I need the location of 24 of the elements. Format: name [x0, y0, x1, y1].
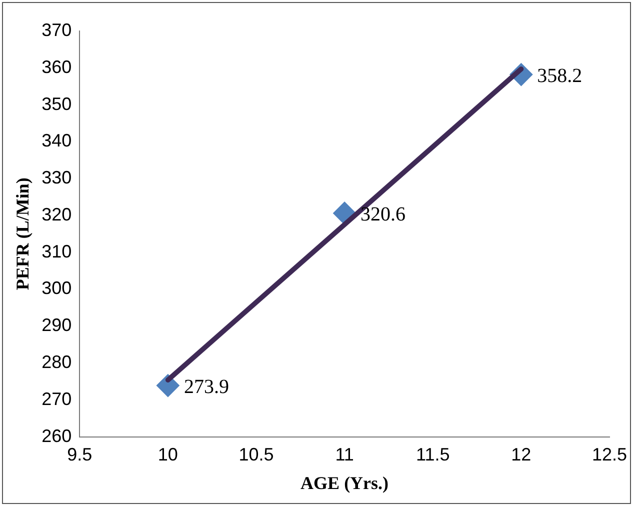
- y-tick-label: 350: [42, 94, 72, 114]
- x-tick-label: 10.5: [238, 444, 274, 465]
- data-label: 320.6: [360, 203, 406, 226]
- y-tick-label: 300: [42, 278, 72, 298]
- x-tick-label: 9.5: [67, 444, 92, 465]
- y-tick-label: 340: [42, 130, 72, 151]
- x-tick-label: 12: [511, 444, 532, 465]
- y-tick-label: 290: [42, 315, 72, 336]
- y-tick-label: 280: [42, 352, 72, 372]
- y-tick-label: 260: [42, 426, 72, 446]
- y-tick-label: 360: [42, 56, 72, 77]
- data-label: 273.9: [184, 376, 229, 398]
- x-tick-label: 11: [335, 444, 354, 465]
- y-tick-label: 370: [42, 20, 72, 40]
- x-tick-label: 11.5: [416, 444, 450, 465]
- x-tick-label: 12.5: [592, 444, 628, 465]
- x-tick-label: 10: [158, 444, 178, 465]
- y-tick-label: 270: [42, 388, 72, 409]
- data-label: 358.2: [537, 64, 582, 87]
- y-tick-label: 310: [42, 241, 72, 262]
- y-tick-label: 330: [42, 168, 72, 188]
- y-axis-title: PEFR (L/Min): [12, 178, 32, 290]
- x-axis-title: AGE (Yrs.): [300, 472, 389, 493]
- y-tick-label: 320: [42, 204, 72, 224]
